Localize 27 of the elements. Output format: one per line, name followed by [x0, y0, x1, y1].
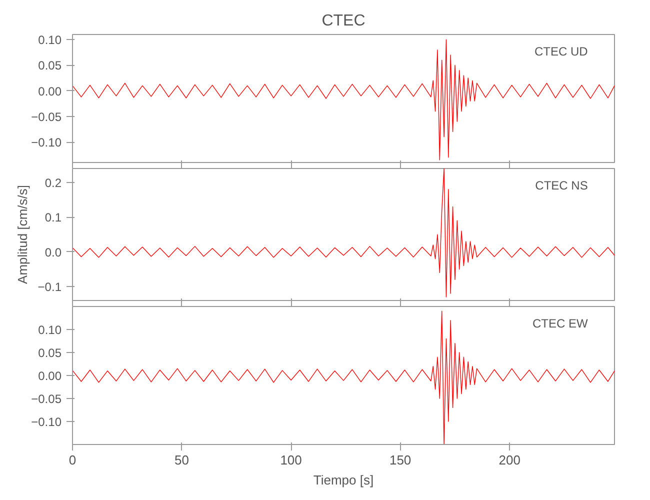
- x-tick-label: 0: [68, 452, 76, 468]
- x-tick-label: 50: [174, 452, 190, 468]
- y-tick-label: 0.0: [44, 245, 62, 260]
- y-tick-label: 0.10: [38, 323, 62, 337]
- y-tick-label: 0.00: [38, 369, 62, 383]
- y-tick-label: 0.10: [38, 33, 62, 48]
- x-tick-label: 100: [280, 452, 302, 468]
- annotation: CTEC EW: [532, 316, 589, 330]
- y-axis-title: Amplitud [cm/s/s]: [14, 185, 30, 284]
- y-tick-label: −0.10: [31, 415, 62, 429]
- chart-title: CTEC: [322, 12, 366, 30]
- line-series: [72, 168, 614, 298]
- annotation: CTEC NS: [535, 178, 588, 192]
- y-tick-label: 0.05: [38, 346, 62, 360]
- y-tick-label: 0.00: [38, 84, 62, 98]
- x-tick-label: 150: [389, 452, 412, 468]
- x-tick-label: 200: [498, 452, 520, 468]
- y-tick-label: 0.05: [38, 58, 62, 73]
- y-tick-label: 0.1: [44, 210, 62, 225]
- line-series: [72, 39, 614, 160]
- annotation: CTEC UD: [534, 44, 588, 58]
- y-tick-label: −0.10: [31, 136, 62, 150]
- y-tick-label: −0.05: [31, 392, 62, 406]
- y-tick-label: 0.2: [44, 176, 62, 190]
- x-axis-title: Tiempo [s]: [313, 472, 374, 488]
- y-tick-label: −0.1: [38, 280, 62, 294]
- y-tick-label: −0.05: [31, 110, 62, 124]
